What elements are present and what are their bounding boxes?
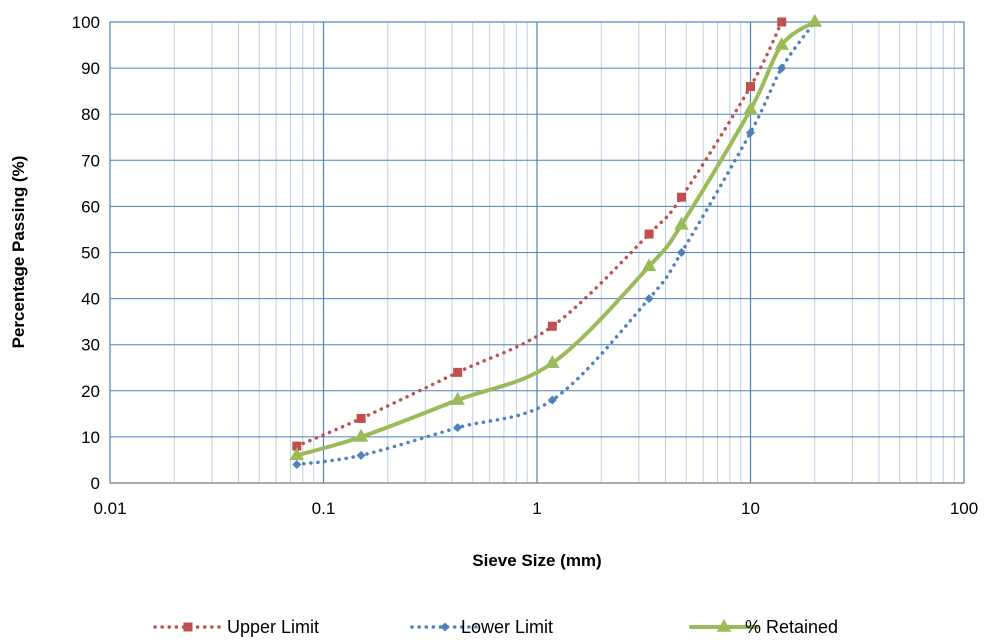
y-tick-label: 100 (72, 13, 100, 32)
x-tick-label: 0.01 (93, 499, 126, 518)
data-point (674, 216, 689, 230)
data-point (644, 294, 654, 304)
data-point (450, 391, 465, 405)
data-point (746, 128, 755, 138)
y-axis-title: Percentage Passing (%) (9, 156, 28, 349)
legend-label: Lower Limit (461, 617, 553, 637)
data-point (746, 82, 755, 92)
y-tick-label: 10 (81, 428, 100, 447)
data-point (807, 13, 822, 27)
data-point (453, 423, 463, 433)
data-point (743, 101, 758, 115)
data-point (777, 17, 787, 27)
legend-label: % Retained (745, 617, 838, 637)
data-point (777, 63, 787, 73)
series-layer (289, 13, 822, 470)
legend-marker (440, 622, 450, 632)
data-point (453, 367, 463, 377)
series-line (295, 20, 784, 448)
x-tick-label: 10 (741, 499, 760, 518)
data-point (676, 248, 686, 257)
series-line (295, 20, 817, 467)
legend-label: Upper Limit (227, 617, 319, 637)
data-point (292, 460, 302, 470)
y-tick-label: 0 (91, 474, 100, 493)
x-tick-label: 0.1 (312, 499, 336, 518)
x-tick-label: 1 (532, 499, 541, 518)
data-point (676, 192, 686, 202)
y-tick-label: 50 (81, 244, 100, 263)
data-point (292, 441, 302, 451)
major-gridlines (109, 21, 965, 484)
data-point (289, 447, 305, 461)
x-axis-title: Sieve Size (mm) (472, 551, 601, 570)
data-point (547, 395, 557, 405)
y-tick-label: 70 (81, 151, 100, 170)
y-tick-label: 80 (81, 105, 100, 124)
legend-marker (716, 618, 732, 632)
data-point (641, 258, 657, 272)
tick-labels: 0 10 20 30 40 50 60 70 80 90 100 0.01 0.1 1 10 100 (72, 13, 979, 518)
data-point (545, 355, 560, 368)
x-tick-label: 100 (950, 499, 978, 518)
data-point (353, 428, 369, 442)
data-point (356, 450, 366, 460)
data-point (644, 229, 654, 239)
legend: Upper Limit Lower Limit % Retained (153, 617, 838, 637)
y-tick-label: 40 (81, 290, 100, 309)
y-tick-label: 20 (81, 382, 100, 401)
data-point (356, 413, 366, 423)
y-tick-label: 60 (81, 197, 100, 216)
series-line (294, 20, 817, 458)
legend-marker (183, 622, 193, 632)
data-point (547, 321, 557, 331)
y-tick-label: 30 (81, 336, 100, 355)
y-tick-label: 90 (81, 59, 100, 78)
data-point (774, 36, 789, 50)
